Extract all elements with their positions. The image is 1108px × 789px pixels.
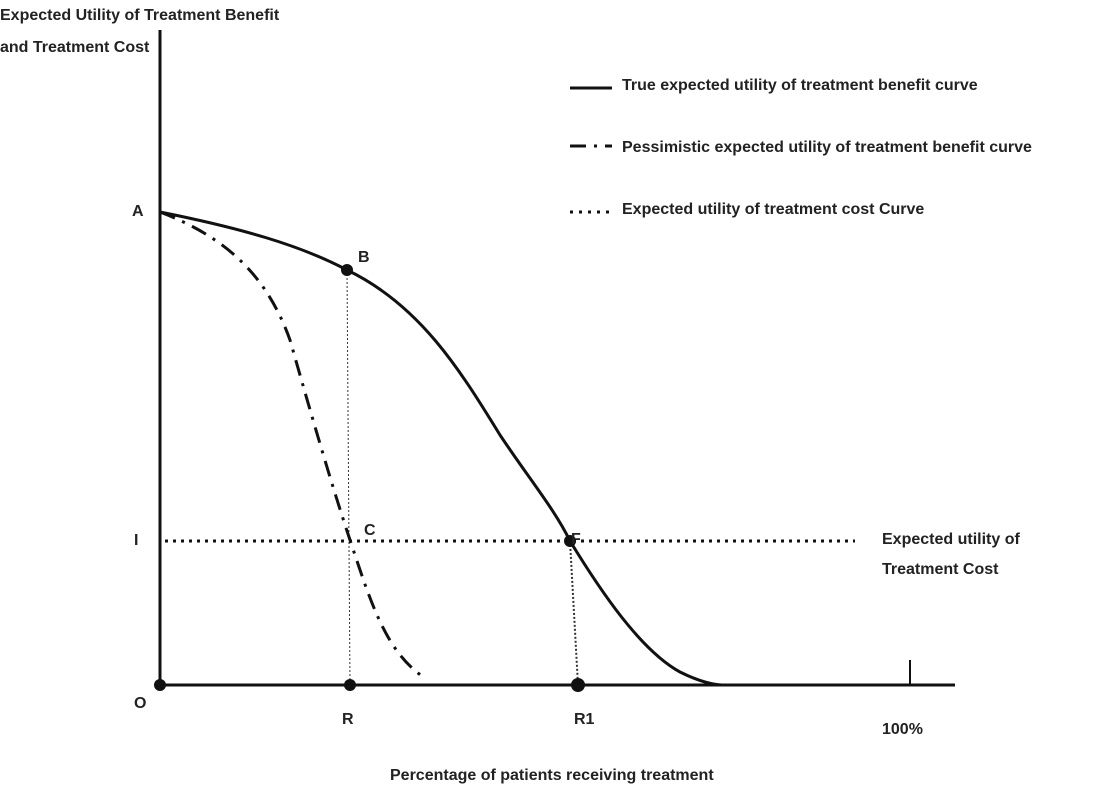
legend-entry: Pessimistic expected utility of treatmen… <box>622 139 1032 156</box>
pessimistic-curve <box>159 210 423 678</box>
point <box>571 678 585 692</box>
y-axis-label: Expected Utility of Treatment Benefit <box>0 7 280 24</box>
legend-entry: Expected utility of treatment cost Curve <box>622 201 924 218</box>
point-label: A <box>132 203 144 220</box>
cost-label: Expected utility of <box>882 531 1020 548</box>
point-label: B <box>358 249 370 266</box>
point-label: R <box>342 711 354 728</box>
true-curve <box>159 210 723 687</box>
point <box>344 679 356 691</box>
point-label: I <box>134 532 138 549</box>
point-label: R1 <box>574 711 595 728</box>
y-axis-label: and Treatment Cost <box>0 39 150 56</box>
x-axis-label: Percentage of patients receiving treatme… <box>390 767 714 784</box>
drop-line <box>346 269 351 686</box>
point-label: 100% <box>882 721 923 738</box>
point-label: F <box>571 531 581 548</box>
point <box>341 264 353 276</box>
point <box>564 535 576 547</box>
drop-line <box>569 540 579 686</box>
legend-entry: True expected utility of treatment benef… <box>622 77 978 94</box>
point-label: C <box>364 522 376 539</box>
point-label: O <box>134 695 146 712</box>
cost-label: Treatment Cost <box>882 561 999 578</box>
point <box>154 679 166 691</box>
